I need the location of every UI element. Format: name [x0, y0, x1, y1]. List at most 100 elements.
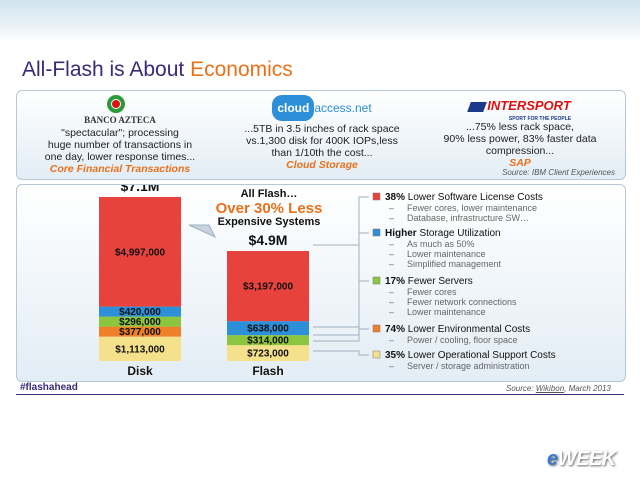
bar-segment — [99, 196, 181, 307]
legend-label: 74% Lower Environmental Costs — [385, 324, 530, 335]
case-subtitle: Core Financial Transactions — [49, 163, 191, 175]
bar-value-label: $4,997,000 — [115, 247, 165, 258]
cost-chart-panel: $1,113,000 $377,000 $296,000 $420,000 $4,997… — [16, 184, 626, 382]
legend-bullet: – — [389, 297, 394, 307]
cloudaccess-logo: cloud access.net — [272, 95, 372, 121]
bar-value-label: $3,197,000 — [243, 282, 293, 293]
legend-item: Fewer cores, lower maintenance — [407, 203, 537, 213]
access-logo-text: access.net — [314, 101, 372, 115]
callout-highlight: Over 30% Less — [216, 200, 323, 217]
bar-segment — [99, 306, 181, 317]
case-subtitle: Cloud Storage — [286, 159, 358, 171]
legend-bullet: – — [389, 239, 394, 249]
legend-label: 35% Lower Operational Support Costs — [385, 350, 556, 361]
case-line: ...5TB in 3.5 inches of rack space — [244, 123, 400, 135]
case-source: Source: IBM Client Experiences — [502, 168, 615, 177]
legend-item: As much as 50% — [407, 239, 475, 249]
case-studies-panel: BANCO AZTECA "spectacular"; processing h… — [16, 90, 626, 180]
category-label: Disk — [127, 364, 153, 378]
intersport-logo: INTERSPORT SPORT FOR THE PEOPLE — [425, 95, 615, 122]
legend-swatch — [372, 350, 381, 359]
legend-item: Database, infrastructure SW… — [407, 213, 529, 223]
bar-value-label: $377,000 — [119, 327, 161, 338]
bar-total-label: $7.1M — [121, 185, 160, 194]
azteca-ring-icon — [107, 95, 125, 113]
title-accent: Economics — [190, 58, 293, 81]
case-banco-azteca: BANCO AZTECA "spectacular"; processing h… — [25, 95, 215, 175]
legend-bullet: – — [389, 249, 394, 259]
case-line: 90% less power, 83% faster data — [443, 133, 597, 145]
bar-value-label: $314,000 — [247, 336, 289, 347]
azteca-dot-icon — [112, 100, 120, 108]
case-line: vs.1,300 disk for 400K IOPs,less — [246, 135, 398, 147]
case-line: compression... — [485, 145, 555, 157]
legend-label: 38% Lower Software License Costs — [385, 192, 543, 203]
legend-connector — [313, 232, 369, 328]
legend-item: Fewer cores — [407, 287, 457, 297]
case-line: one day, lower response times... — [44, 151, 196, 163]
bar-value-label: $723,000 — [247, 349, 289, 360]
azteca-logo-text: BANCO AZTECA — [84, 115, 156, 125]
legend-item: Simplified management — [407, 259, 502, 269]
legend-item: Lower maintenance — [407, 307, 486, 317]
legend-bullet: – — [389, 307, 394, 317]
legend-bullet: – — [389, 335, 394, 345]
case-line: than 1/10th the cost... — [271, 147, 373, 159]
bar-segment — [99, 326, 181, 337]
legend-bullet: – — [389, 287, 394, 297]
legend-swatch — [372, 192, 381, 201]
top-banner — [0, 0, 640, 42]
legend-bullet: – — [389, 259, 394, 269]
legend-bullet: – — [389, 361, 394, 371]
bar-segment — [227, 335, 309, 346]
legend-connector — [313, 280, 369, 336]
legend-bullet: – — [389, 203, 394, 213]
hashtag: #flashahead — [20, 382, 78, 393]
footer-divider — [16, 394, 624, 395]
legend-swatch — [372, 276, 381, 285]
bar-segment — [227, 345, 309, 361]
legend-item: Power / cooling, floor space — [407, 335, 518, 345]
case-intersport: INTERSPORT SPORT FOR THE PEOPLE ...75% l… — [425, 95, 615, 169]
case-line: ...75% less rack space, — [466, 121, 574, 133]
bar-segment — [227, 321, 309, 336]
category-label: Flash — [252, 364, 283, 378]
legend-connector — [313, 196, 369, 246]
case-cloudaccess: cloud access.net ...5TB in 3.5 inches of … — [227, 95, 417, 171]
legend-swatch — [372, 324, 381, 333]
legend-item: Lower maintenance — [407, 249, 486, 259]
cloud-logo-text: cloud — [272, 95, 315, 121]
legend-bullet: – — [389, 213, 394, 223]
legend-item: Fewer network connections — [407, 297, 517, 307]
legend-label: 17% Fewer Servers — [385, 276, 473, 287]
title-main: All-Flash is About — [22, 58, 191, 81]
case-line: "spectacular"; processing — [61, 127, 179, 139]
bar-value-label: $1,113,000 — [115, 344, 165, 355]
legend-item: Server / storage administration — [407, 361, 530, 371]
legend-label: Higher Storage Utilization — [385, 228, 501, 239]
bar-segment — [99, 316, 181, 327]
legend-connector — [313, 350, 369, 356]
case-line: huge number of transactions in — [47, 139, 193, 151]
source-link: Wikibon — [535, 384, 565, 393]
legend-swatch — [372, 228, 381, 237]
bar-segment — [99, 336, 181, 361]
eweek-watermark: eWEEK — [547, 448, 616, 470]
bar-total-label: $4.9M — [249, 232, 288, 248]
bar-value-label: $638,000 — [247, 324, 289, 335]
callout-line: All Flash… — [241, 188, 298, 200]
callout-arrow-icon — [188, 224, 217, 239]
bar-value-label: $296,000 — [119, 317, 161, 328]
intersport-tagline: SPORT FOR THE PEOPLE — [508, 116, 572, 122]
bar-segment — [227, 251, 309, 322]
bar-value-label: $420,000 — [119, 307, 161, 318]
cost-chart: $1,113,000 $377,000$296,000$420,000 $4,997… — [99, 185, 556, 378]
slide-title: All-Flash is About Economics — [22, 58, 293, 82]
source-note: Source: Wikibon, March 2013 — [506, 384, 611, 393]
banco-azteca-logo: BANCO AZTECA — [25, 95, 215, 125]
intersport-mark-icon — [467, 101, 488, 112]
callout-line: Expensive Systems — [218, 216, 321, 228]
case-subtitle: SAP — [509, 157, 531, 169]
legend-connector — [313, 328, 369, 342]
intersport-logo-text: INTERSPORT — [487, 98, 571, 113]
